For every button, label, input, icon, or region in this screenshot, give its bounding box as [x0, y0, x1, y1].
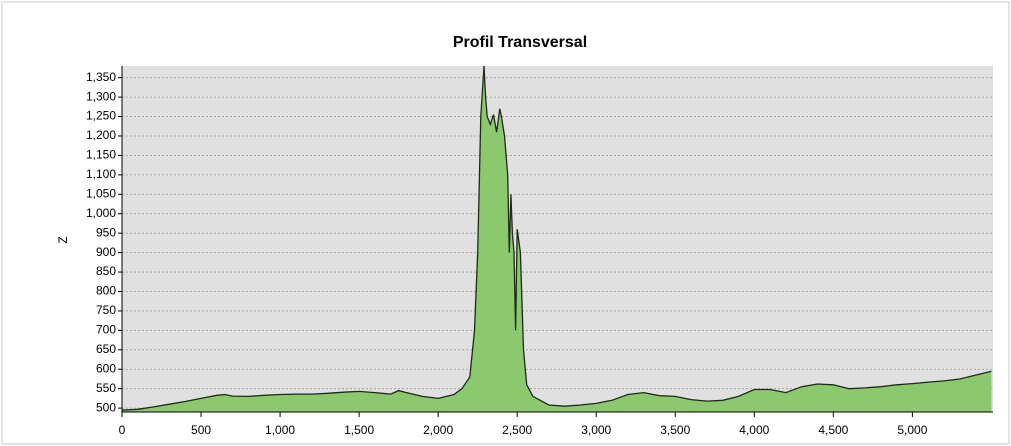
- y-tick-label: 700: [96, 323, 116, 337]
- x-tick-label: 3,500: [660, 423, 690, 437]
- y-tick-label: 1,050: [86, 186, 116, 200]
- y-tick-label: 1,250: [86, 109, 116, 123]
- y-tick-label: 1,350: [86, 70, 116, 84]
- y-tick-label: 650: [96, 342, 116, 356]
- y-tick-label: 850: [96, 264, 116, 278]
- y-tick-label: 750: [96, 303, 116, 317]
- x-tick-label: 2,000: [423, 423, 453, 437]
- x-tick-label: 1,000: [265, 423, 295, 437]
- x-tick-label: 3,000: [581, 423, 611, 437]
- x-tick-label: 4,500: [818, 423, 848, 437]
- y-tick-label: 1,200: [86, 128, 116, 142]
- x-tick-label: 500: [191, 423, 211, 437]
- y-tick-label: 950: [96, 225, 116, 239]
- x-tick-label: 4,000: [739, 423, 769, 437]
- y-tick-label: 1,100: [86, 167, 116, 181]
- plot-area: [122, 66, 993, 412]
- y-tick-label: 900: [96, 245, 116, 259]
- chart-title: Profil Transversal: [453, 34, 587, 51]
- y-axis-label: Z: [56, 236, 70, 243]
- y-tick-label: 500: [96, 400, 116, 414]
- x-tick-label: 0: [119, 423, 126, 437]
- y-tick-label: 1,300: [86, 89, 116, 103]
- y-tick-label: 1,000: [86, 206, 116, 220]
- x-tick-label: 5,000: [897, 423, 927, 437]
- profile-line: [121, 65, 992, 411]
- x-tick-label: 1,500: [344, 423, 374, 437]
- x-tick-label: 2,500: [502, 423, 532, 437]
- y-tick-label: 1,150: [86, 148, 116, 162]
- y-tick-label: 800: [96, 284, 116, 298]
- y-tick-label: 600: [96, 361, 116, 375]
- y-tick-label: 550: [96, 381, 116, 395]
